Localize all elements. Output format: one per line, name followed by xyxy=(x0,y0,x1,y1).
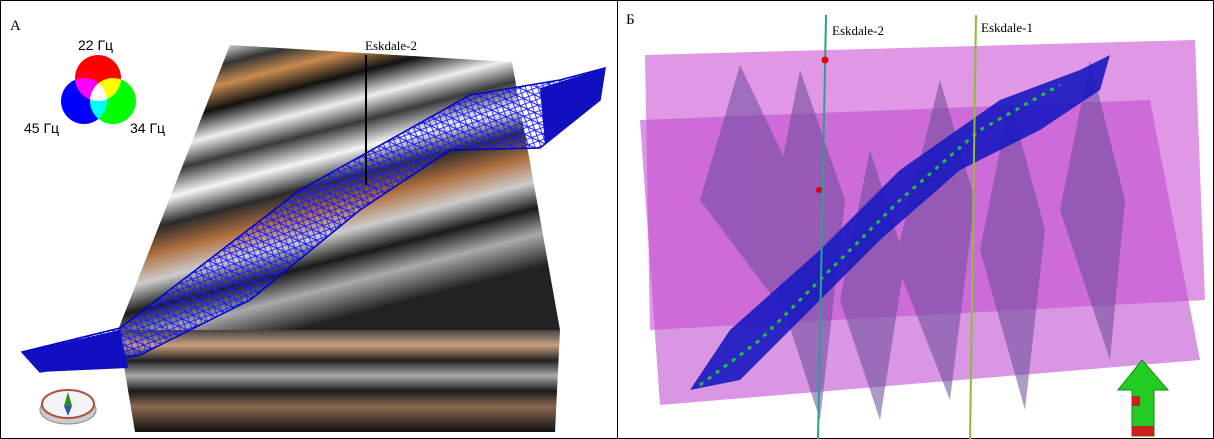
compass xyxy=(40,390,96,424)
well-label: Eskdale-1 xyxy=(981,20,1033,35)
panel-label: А xyxy=(10,18,21,34)
arrow-mark xyxy=(1132,396,1140,406)
seismic-front xyxy=(118,330,560,432)
figure: А Eskdale-2 22 Гц 45 Гц 34 Гц Б Eskdale-… xyxy=(0,0,1214,439)
legend-label: 45 Гц xyxy=(24,120,59,136)
legend-green xyxy=(90,78,136,124)
well-marker xyxy=(816,187,822,193)
well-label: Eskdale-2 xyxy=(365,38,417,53)
well-label: Eskdale-2 xyxy=(832,23,884,38)
arrow-mark xyxy=(1132,426,1154,436)
well-marker xyxy=(822,57,829,64)
panel-label: Б xyxy=(626,12,635,28)
legend-label: 34 Гц xyxy=(130,120,165,136)
legend-label: 22 Гц xyxy=(78,37,113,53)
